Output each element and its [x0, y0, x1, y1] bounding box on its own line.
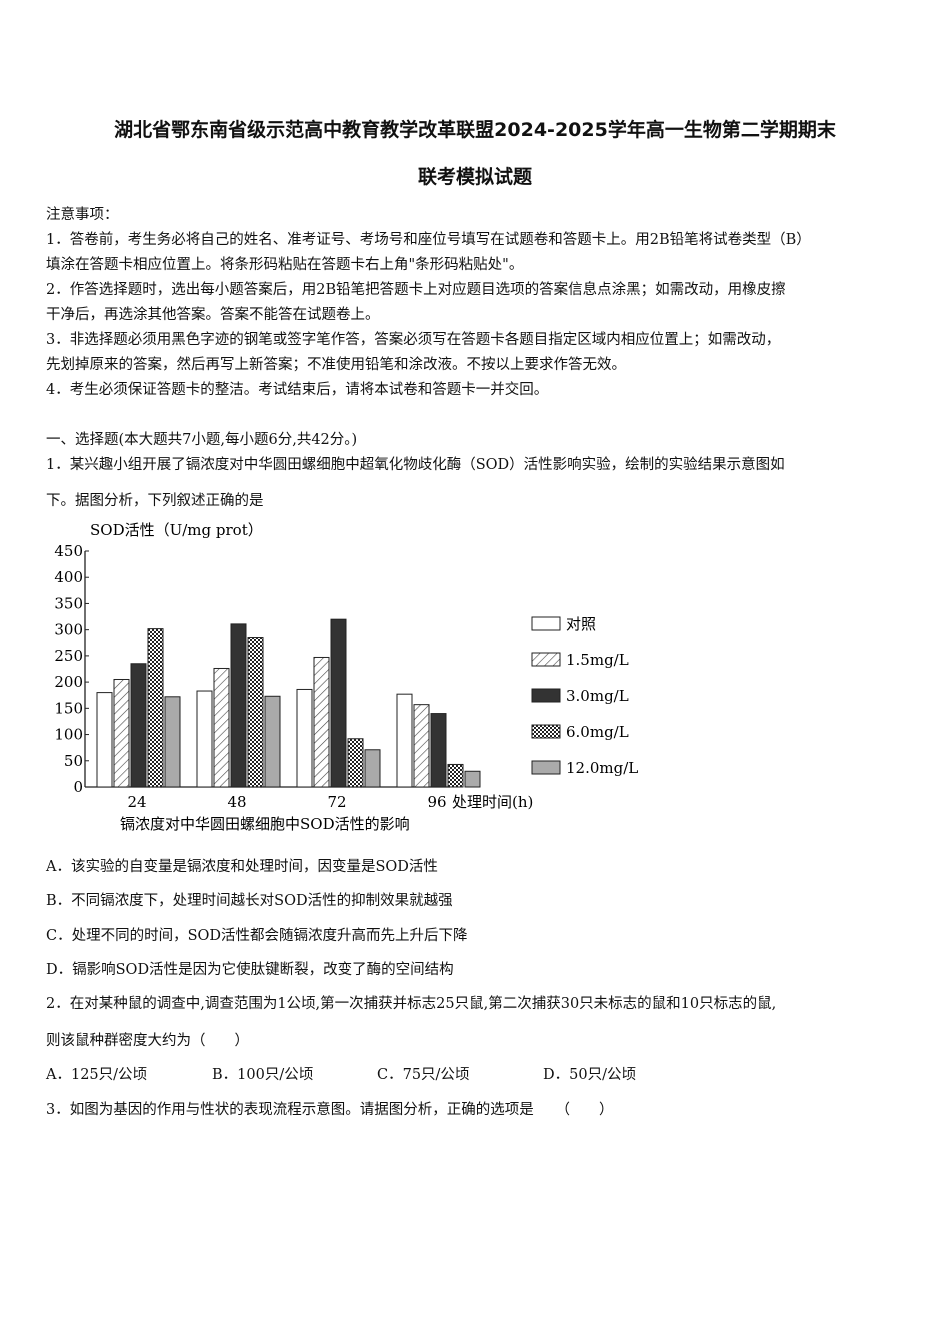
q2-stem: 2．在对某种鼠的调查中,调查范围为1公顷,第一次捕获并标志25只鼠,第二次捕获3… — [46, 996, 777, 1012]
bar-48h-3.0mg/L — [230, 623, 247, 788]
notice-line: 先划掉原来的答案，然后再写上新答案；不准使用铅笔和涂改液。不按以上要求作答无效。 — [46, 357, 626, 373]
q3-stem: 3．如图为基因的作用与性状的表现流程示意图。请据图分析，正确的选项是 （ ） — [46, 1102, 614, 1118]
notice-line: 1．答卷前，考生务必将自己的姓名、准考证号、考场号和座位号填写在试题卷和答题卡上… — [46, 232, 811, 248]
y-tick-label: 150 — [54, 699, 83, 717]
bar-48h-1.5mg/L — [213, 667, 230, 788]
x-tick-label: 24 — [127, 793, 146, 811]
y-tick-label: 200 — [54, 673, 83, 691]
q1-option-b: B．不同镉浓度下，处理时间越长对SOD活性的抑制效果就越强 — [46, 893, 453, 909]
q1-stem: 1．某兴趣小组开展了镉浓度对中华圆田螺细胞中超氧化物歧化酶（SOD）活性影响实验… — [46, 457, 785, 473]
bar-24h-1.5mg/L — [113, 678, 130, 788]
bar-48h-对照 — [196, 690, 213, 788]
bar-72h-1.5mg/L — [313, 656, 330, 788]
bar-72h-对照 — [296, 688, 313, 788]
legend-swatch — [531, 724, 561, 739]
q2-stem: 则该鼠种群密度大约为（ ） — [46, 1033, 249, 1049]
y-tick-label: 450 — [54, 542, 83, 560]
q2-option-a: A．125只/公顷 — [46, 1067, 148, 1083]
y-tick-label: 350 — [54, 594, 83, 612]
y-tick-label: 250 — [54, 647, 83, 665]
bar-96h-1.5mg/L — [413, 704, 430, 788]
legend-swatch — [531, 652, 561, 667]
bar-24h-6.0mg/L — [147, 628, 164, 788]
legend-swatch — [531, 760, 561, 775]
x-tick-label: 72 — [327, 793, 346, 811]
x-tick-label: 48 — [227, 793, 246, 811]
chart-title: 镉浓度对中华圆田螺细胞中SOD活性的影响 — [120, 815, 410, 833]
bar-96h-6.0mg/L — [447, 763, 464, 788]
exam-title-line1: 湖北省鄂东南省级示范高中教育教学改革联盟2024-2025学年高一生物第二学期期… — [114, 119, 836, 141]
q1-stem: 下。据图分析，下列叙述正确的是 — [46, 493, 264, 509]
legend-label: 6.0mg/L — [566, 723, 629, 741]
bar-96h-3.0mg/L — [430, 713, 447, 788]
bar-96h-对照 — [396, 693, 413, 788]
legend-label: 3.0mg/L — [566, 687, 629, 705]
bar-24h-3.0mg/L — [130, 663, 147, 788]
y-axis-label: SOD活性（U/mg prot） — [90, 521, 263, 539]
bar-96h-12.0mg/L — [464, 770, 481, 788]
legend-label: 12.0mg/L — [566, 759, 638, 777]
q1-option-a: A．该实验的自变量是镉浓度和处理时间，因变量是SOD活性 — [46, 859, 438, 875]
notice-line: 干净后，再选涂其他答案。答案不能答在试题卷上。 — [46, 307, 380, 323]
y-tick-label: 300 — [54, 621, 83, 639]
legend-label: 对照 — [566, 615, 596, 633]
legend-swatch — [531, 688, 561, 703]
legend-swatch — [531, 616, 561, 631]
bar-72h-3.0mg/L — [330, 618, 347, 788]
section-heading: 一、选择题(本大题共7小题,每小题6分,共42分。) — [46, 432, 358, 448]
bar-24h-12.0mg/L — [164, 696, 181, 788]
q2-option-b: B．100只/公顷 — [212, 1067, 314, 1083]
notice-line: 填涂在答题卡相应位置上。将条形码粘贴在答题卡右上角"条形码粘贴处"。 — [46, 257, 524, 273]
bar-48h-6.0mg/L — [247, 637, 264, 788]
bar-24h-对照 — [96, 692, 113, 788]
sod-bar-chart: SOD活性（U/mg prot） 0 50 100 150 200 250 300 350 40… — [54, 521, 638, 833]
bar-72h-6.0mg/L — [347, 738, 364, 788]
notice-line: 4．考生必须保证答题卡的整洁。考试结束后，请将本试卷和答题卡一并交回。 — [46, 382, 549, 398]
bar-48h-12.0mg/L — [264, 695, 281, 788]
q2-option-c: C．75只/公顷 — [377, 1067, 470, 1083]
exam-title-line2: 联考模拟试题 — [417, 166, 532, 188]
y-tick-label: 0 — [73, 778, 83, 796]
x-axis-label: 处理时间(h) — [452, 793, 533, 811]
x-tick-label: 96 — [427, 793, 446, 811]
y-tick-label: 50 — [64, 752, 83, 770]
notice-heading: 注意事项： — [46, 207, 119, 223]
bar-72h-12.0mg/L — [364, 749, 381, 788]
q1-option-d: D．镉影响SOD活性是因为它使肽键断裂，改变了酶的空间结构 — [46, 962, 454, 978]
legend-label: 1.5mg/L — [566, 651, 629, 669]
notice-line: 3．非选择题必须用黑色字迹的钢笔或签字笔作答，答案必须写在答题卡各题目指定区域内… — [46, 332, 781, 348]
q1-option-c: C．处理不同的时间，SOD活性都会随镉浓度升高而先上升后下降 — [46, 928, 468, 944]
q2-option-d: D．50只/公顷 — [543, 1067, 636, 1083]
notice-line: 2．作答选择题时，选出每小题答案后，用2B铅笔把答题卡上对应题目选项的答案信息点… — [46, 282, 786, 298]
y-tick-label: 400 — [54, 568, 83, 586]
y-tick-label: 100 — [54, 726, 83, 744]
